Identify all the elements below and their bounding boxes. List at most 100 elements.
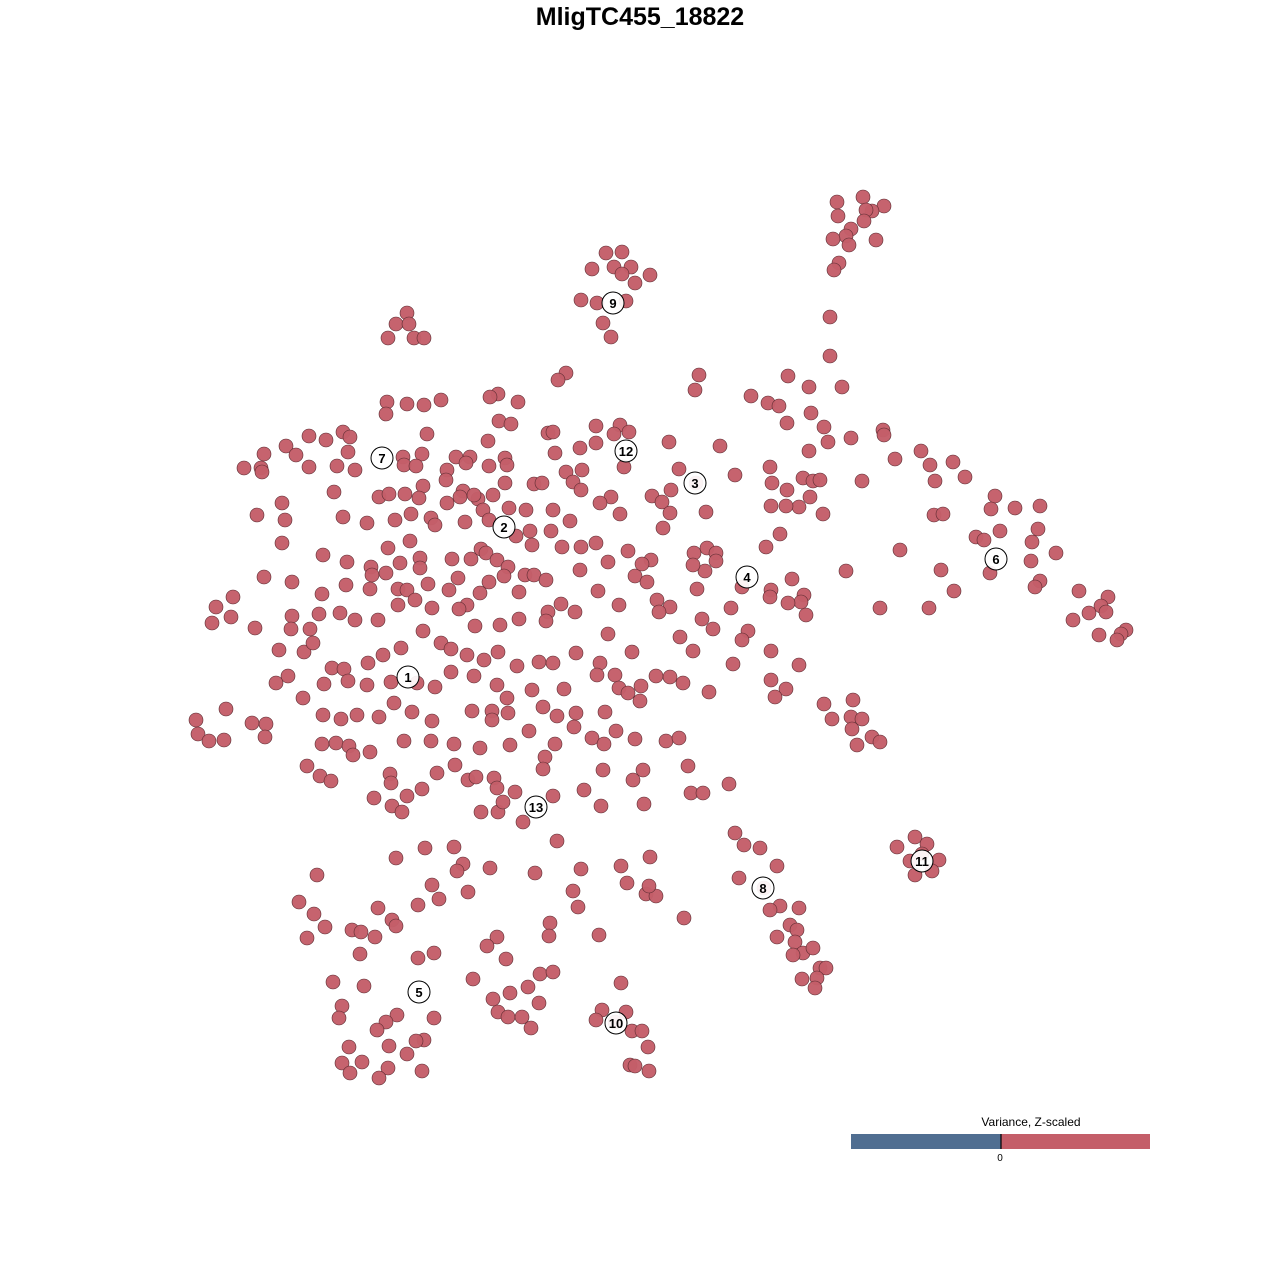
data-point bbox=[410, 897, 426, 913]
data-point bbox=[510, 394, 526, 410]
data-point bbox=[472, 585, 488, 601]
data-point bbox=[482, 389, 498, 405]
data-point bbox=[482, 860, 498, 876]
data-point bbox=[801, 443, 817, 459]
data-point bbox=[268, 675, 284, 691]
data-point bbox=[876, 427, 892, 443]
data-point bbox=[380, 1060, 396, 1076]
data-point bbox=[887, 451, 903, 467]
data-point bbox=[743, 388, 759, 404]
data-point bbox=[763, 498, 779, 514]
data-point bbox=[465, 971, 481, 987]
data-point bbox=[299, 930, 315, 946]
data-point bbox=[404, 704, 420, 720]
data-point bbox=[502, 985, 518, 1001]
data-point bbox=[849, 737, 865, 753]
data-point bbox=[457, 514, 473, 530]
data-point bbox=[621, 424, 637, 440]
data-point bbox=[443, 641, 459, 657]
data-point bbox=[590, 583, 606, 599]
data-point bbox=[844, 721, 860, 737]
data-point bbox=[868, 232, 884, 248]
data-point bbox=[399, 396, 415, 412]
data-point bbox=[514, 1009, 530, 1025]
cluster-label-text: 7 bbox=[378, 451, 385, 466]
data-point bbox=[444, 551, 460, 567]
data-point bbox=[542, 915, 558, 931]
cluster-label-circle bbox=[604, 1011, 628, 1035]
data-point bbox=[907, 829, 923, 845]
data-point bbox=[537, 749, 553, 765]
cluster-label-text: 11 bbox=[915, 854, 929, 869]
data-point bbox=[640, 1039, 656, 1055]
data-point bbox=[762, 589, 778, 605]
data-point bbox=[545, 424, 561, 440]
data-point bbox=[415, 623, 431, 639]
data-point bbox=[383, 674, 399, 690]
data-point bbox=[489, 677, 505, 693]
data-point bbox=[302, 621, 318, 637]
cluster-label-text: 6 bbox=[992, 552, 999, 567]
data-point bbox=[306, 906, 322, 922]
data-point bbox=[291, 894, 307, 910]
data-point bbox=[495, 794, 511, 810]
data-point bbox=[399, 1046, 415, 1062]
data-point bbox=[284, 608, 300, 624]
data-point bbox=[352, 946, 368, 962]
data-point bbox=[662, 669, 678, 685]
data-point bbox=[419, 426, 435, 442]
data-point bbox=[349, 707, 365, 723]
data-point bbox=[414, 1063, 430, 1079]
data-point bbox=[271, 642, 287, 658]
data-point bbox=[558, 464, 574, 480]
data-point bbox=[632, 693, 648, 709]
data-point bbox=[338, 577, 354, 593]
data-point bbox=[824, 711, 840, 727]
data-point bbox=[339, 554, 355, 570]
data-point bbox=[342, 1065, 358, 1081]
data-point bbox=[614, 266, 630, 282]
data-point bbox=[553, 596, 569, 612]
data-point bbox=[353, 924, 369, 940]
data-point bbox=[845, 692, 861, 708]
data-point bbox=[573, 861, 589, 877]
data-point bbox=[331, 1010, 347, 1026]
data-point bbox=[589, 667, 605, 683]
data-point bbox=[779, 415, 795, 431]
data-point bbox=[772, 526, 788, 542]
data-point bbox=[603, 329, 619, 345]
data-point bbox=[360, 655, 376, 671]
data-point bbox=[439, 495, 455, 511]
data-point bbox=[671, 730, 687, 746]
data-point bbox=[388, 316, 404, 332]
data-point bbox=[801, 379, 817, 395]
data-point bbox=[820, 434, 836, 450]
data-point bbox=[843, 430, 859, 446]
data-point bbox=[476, 652, 492, 668]
data-point bbox=[554, 539, 570, 555]
cluster-label-9: 9 bbox=[601, 291, 625, 315]
data-point bbox=[362, 744, 378, 760]
data-point bbox=[592, 655, 608, 671]
data-point bbox=[388, 918, 404, 934]
data-point bbox=[549, 708, 565, 724]
data-point bbox=[244, 715, 260, 731]
data-point bbox=[872, 734, 888, 750]
data-point bbox=[387, 512, 403, 528]
data-point bbox=[611, 597, 627, 613]
data-point bbox=[1027, 579, 1043, 595]
data-point bbox=[802, 489, 818, 505]
legend-title: Variance, Z-scaled bbox=[981, 1115, 1081, 1129]
data-point bbox=[1048, 545, 1064, 561]
data-point bbox=[367, 929, 383, 945]
data-point bbox=[635, 762, 651, 778]
data-point bbox=[815, 506, 831, 522]
cluster-label-text: 2 bbox=[500, 520, 507, 535]
legend-high-segment bbox=[1001, 1134, 1150, 1149]
data-point bbox=[685, 643, 701, 659]
data-point bbox=[838, 563, 854, 579]
data-point bbox=[550, 372, 566, 388]
data-point bbox=[568, 705, 584, 721]
data-point bbox=[572, 562, 588, 578]
data-point bbox=[509, 658, 525, 674]
